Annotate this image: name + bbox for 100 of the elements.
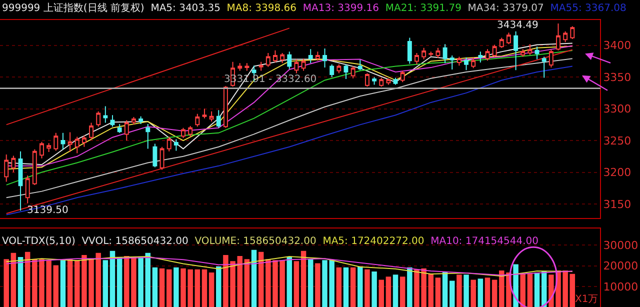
bar <box>478 278 484 307</box>
candlestick <box>68 132 72 152</box>
candlestick <box>181 127 186 139</box>
candlestick <box>294 58 299 74</box>
candlestick <box>131 116 136 126</box>
bar <box>442 271 448 307</box>
candlestick <box>74 136 80 154</box>
bar <box>358 266 363 307</box>
y-tick-label: 30000 <box>603 239 638 252</box>
candlestick <box>287 51 292 70</box>
candlestick <box>322 48 327 68</box>
candlestick <box>372 76 377 86</box>
bar <box>392 274 398 307</box>
series-label: VOLUME: 158650432.00 <box>194 236 316 247</box>
candlestick <box>124 120 129 142</box>
candlestick <box>54 132 58 152</box>
candlestick <box>216 110 221 128</box>
y-tick-label: 3350 <box>603 70 632 84</box>
bar <box>315 263 320 307</box>
candlestick <box>364 72 370 88</box>
y-tick-label: 10000 <box>603 280 638 294</box>
bar <box>244 259 250 307</box>
candlestick <box>223 85 228 128</box>
candlestick <box>103 106 108 124</box>
text: MA34: 3379.07 <box>468 3 544 14</box>
candlestick <box>379 77 384 88</box>
candlestick <box>464 56 469 71</box>
candlestick <box>344 64 348 80</box>
chart-title: 999999 上证指数(日线 前复权) <box>2 2 144 14</box>
candlestick <box>258 61 264 72</box>
bar <box>400 276 406 307</box>
candlestick <box>563 30 568 43</box>
bar <box>286 257 292 307</box>
candlestick <box>60 132 66 150</box>
candlestick <box>301 58 306 72</box>
candlestick <box>336 64 342 74</box>
text: MA10: 174154544.00 <box>430 236 539 247</box>
bar <box>110 250 116 307</box>
bar <box>470 280 476 307</box>
y-tick-label: 3300 <box>603 102 632 116</box>
candlestick <box>407 37 412 64</box>
candlestick <box>492 44 497 58</box>
bar <box>534 272 540 307</box>
candlestick <box>548 49 554 68</box>
candlestick <box>428 51 434 57</box>
bar <box>202 269 208 307</box>
bar <box>450 280 455 307</box>
candlestick <box>266 52 270 68</box>
candlestick <box>202 108 207 119</box>
candlestick <box>528 44 532 56</box>
series-label: MA5: 172402272.00 <box>322 236 424 247</box>
bar <box>428 274 434 307</box>
bar <box>350 267 356 307</box>
bar <box>24 252 30 307</box>
candlestick <box>4 154 9 182</box>
bar <box>174 267 179 307</box>
candlestick <box>82 134 86 148</box>
bar <box>484 278 490 307</box>
bar <box>138 257 144 307</box>
candlestick <box>195 113 200 128</box>
candlestick <box>46 142 52 152</box>
bar <box>513 264 518 307</box>
bar <box>492 280 498 307</box>
bar <box>194 269 200 307</box>
bar <box>435 278 441 307</box>
candlestick <box>471 56 476 69</box>
candlestick <box>110 114 115 128</box>
bar <box>166 269 172 307</box>
annotation: VVOL: 158650432.00 <box>82 236 188 247</box>
bar <box>300 250 306 307</box>
candlestick <box>160 146 164 170</box>
candlestick <box>422 47 426 60</box>
text: MA5: 3403.35 <box>150 3 220 14</box>
bar <box>527 274 533 307</box>
candlestick <box>280 52 285 64</box>
candlestick <box>273 50 278 63</box>
y-tick-label: 3400 <box>603 39 632 52</box>
candlestick <box>174 138 178 152</box>
candlestick <box>442 44 448 64</box>
bar <box>145 252 150 307</box>
text: MA55: 3367.08 <box>550 3 626 14</box>
candlestick <box>32 148 37 186</box>
candlestick <box>146 124 150 150</box>
candlestick <box>506 32 511 45</box>
bar <box>456 274 462 307</box>
annotation: 3434.49 <box>497 20 538 31</box>
bar <box>294 261 300 307</box>
candlestick <box>25 174 30 204</box>
bar <box>372 271 377 307</box>
y-tick-label: 3150 <box>603 198 632 211</box>
candlestick <box>11 155 16 173</box>
bar <box>159 268 165 307</box>
bar <box>343 267 349 307</box>
bar <box>208 272 214 307</box>
text: VOL-TDX(5,10) <box>2 236 76 247</box>
candlestick <box>478 51 483 63</box>
text: MA13: 3399.16 <box>302 3 379 14</box>
candlestick <box>393 77 398 86</box>
candlestick <box>315 51 320 62</box>
candlestick <box>330 64 334 78</box>
